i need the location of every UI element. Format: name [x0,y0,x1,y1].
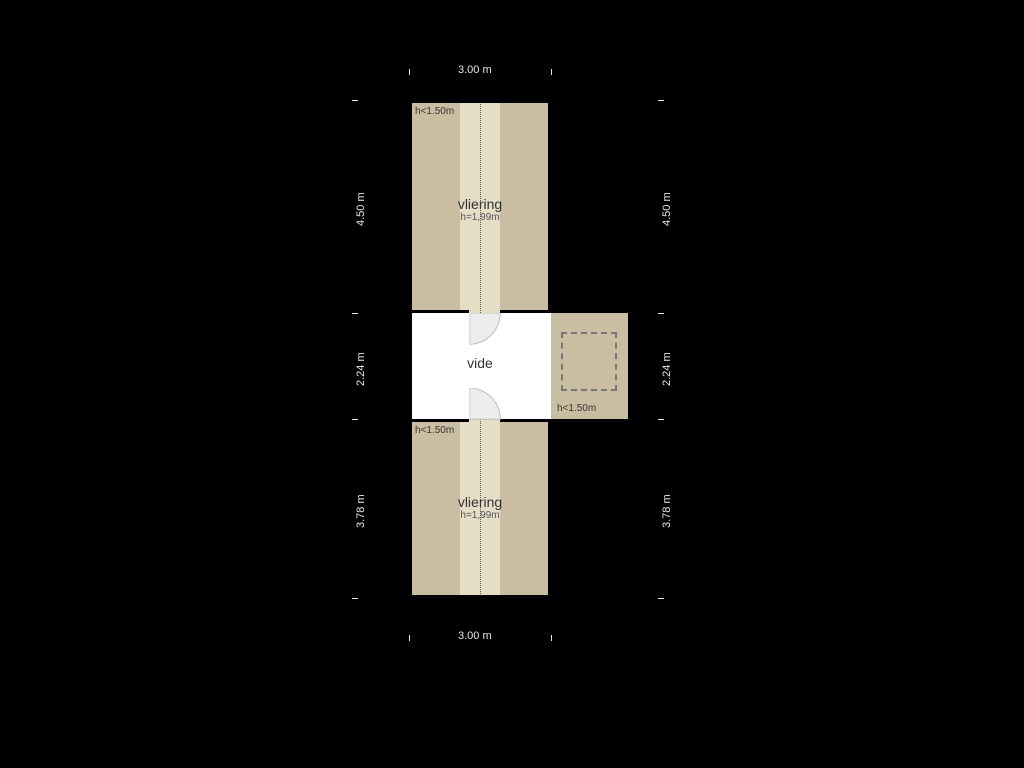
wall [628,310,631,422]
dim-tick [352,598,358,599]
room-label: vlieringh=1,99m [409,196,551,223]
wall [551,419,631,422]
dim-tick [352,100,358,101]
door-swing [469,313,502,346]
dim-tick [658,100,664,101]
dim-tick [658,598,664,599]
stair-hatch [561,332,617,391]
dim-tick [409,69,410,75]
height-note-top: h<1.50m [415,106,454,117]
dim-right-mid: 2.24 m [661,352,673,386]
dim-right-bottom: 3.78 m [661,495,673,529]
dim-left-top: 4.50 m [355,193,367,227]
wall [551,310,631,313]
room-title: vliering [409,196,551,212]
dim-tick [658,419,664,420]
room-label: vide [409,355,551,371]
dim-tick [551,635,552,641]
dim-tick [409,635,410,641]
dim-tick [551,69,552,75]
dim-tick [658,313,664,314]
room-title: vliering [409,494,551,510]
wall [409,310,469,313]
dim-left-mid: 2.24 m [355,352,367,386]
height-note-extension: h<1.50m [557,403,596,414]
room-label: vlieringh=1,99m [409,494,551,521]
wall [409,100,412,598]
height-note-bottom: h<1.50m [415,425,454,436]
wall [500,310,551,313]
room-title: vide [409,355,551,371]
floorplan-stage: vlieringh=1,99mvidevlieringh=1,99mh<1.50… [0,0,1024,768]
door-swing [469,388,502,421]
wall [409,100,551,103]
dim-top: 3.00 m [458,64,492,76]
dim-bottom: 3.00 m [458,630,492,642]
wall [409,419,469,422]
room-subtitle: h=1,99m [409,510,551,521]
room-subtitle: h=1,99m [409,212,551,223]
dim-left-bottom: 3.78 m [355,495,367,529]
dim-tick [352,419,358,420]
wall [500,419,551,422]
wall [409,595,551,598]
dim-right-top: 4.50 m [661,193,673,227]
dim-tick [352,313,358,314]
